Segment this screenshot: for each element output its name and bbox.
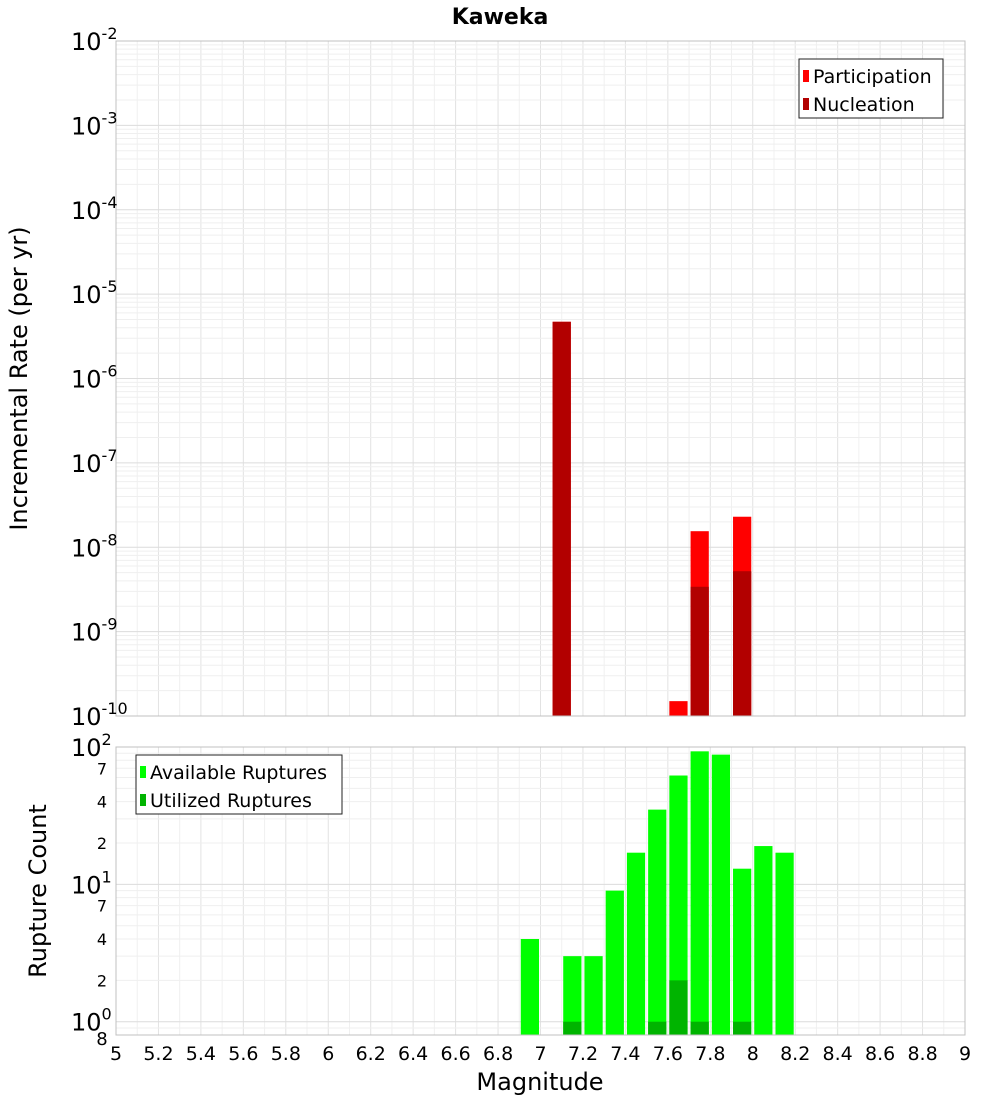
utilized-ruptures-bar [690, 1021, 709, 1035]
utilized-ruptures-bar [733, 1021, 752, 1035]
x-axis-label: Magnitude [476, 1068, 603, 1096]
x-tick-labels: 5 5.2 5.4 5.6 5.8 6 6.2 6.4 6.6 6.8 7 7.2 7.4 7.6 7.8 8… [110, 1043, 971, 1065]
y-minor-tick-label: 4 [97, 793, 107, 812]
x-tick-label: 7.6 [653, 1043, 683, 1065]
x-tick-label: 8.6 [865, 1043, 895, 1065]
bottom-plot-frame [115, 746, 966, 1036]
utilized-ruptures-bar [563, 1021, 582, 1035]
x-tick-label: 5 [110, 1043, 122, 1065]
legend-box [135, 754, 343, 815]
x-tick-label: 5.4 [186, 1043, 216, 1065]
x-tick-label: 5.8 [271, 1043, 301, 1065]
legend-swatch [140, 766, 146, 778]
x-tick-label: 8.8 [907, 1043, 937, 1065]
nucleation-bar [733, 571, 752, 716]
x-tick-label: 7.2 [568, 1043, 598, 1065]
incremental-rate-panel: 10-2 10-3 10-4 10-5 10-6 10-7 10-8 10-9 10-10 In… [5, 24, 966, 731]
top-plot-frame [115, 40, 966, 717]
available-ruptures-bar [690, 751, 709, 1035]
y-minor-tick-label: 2 [97, 971, 107, 990]
y-minor-tick-label: 7 [97, 897, 107, 916]
legend-swatch [803, 70, 809, 82]
y-tick-label: 10-5 [71, 277, 118, 309]
available-ruptures-bar [605, 890, 624, 1035]
y-tick-label: 10-10 [71, 699, 128, 731]
x-tick-label: 5.6 [228, 1043, 258, 1065]
y-tick-label: 10-4 [71, 193, 118, 225]
available-ruptures-bar [733, 868, 752, 1035]
x-tick-label: 7.4 [610, 1043, 640, 1065]
y-tick-label: 101 [71, 867, 112, 899]
y-tick-label: 10-8 [71, 530, 118, 562]
y-tick-label: 102 [71, 730, 112, 762]
y-tick-label: 10-3 [71, 108, 118, 140]
x-tick-label: 6.2 [356, 1043, 386, 1065]
available-ruptures-bar [669, 775, 688, 1035]
available-ruptures-bar [584, 956, 603, 1035]
legend-swatch [140, 794, 146, 806]
x-tick-label: 8 [747, 1043, 759, 1065]
y-tick-label: 10-7 [71, 446, 118, 478]
legend-swatch [803, 98, 809, 110]
chart-title: Kaweka [452, 5, 549, 30]
nucleation-bar [552, 321, 571, 716]
x-tick-label: 6 [322, 1043, 334, 1065]
x-tick-label: 6.8 [483, 1043, 513, 1065]
y-minor-tick-label: 4 [97, 930, 107, 949]
top-y-axis-label: Incremental Rate (per yr) [5, 226, 33, 530]
y-min-tick-label: 8 [96, 1029, 107, 1050]
utilized-ruptures-bar [648, 1021, 667, 1035]
bottom-y-tick-labels: 102 101 100 2 4 7 2 4 7 8 [71, 730, 112, 1050]
bottom-legend: Available Ruptures Utilized Ruptures [135, 754, 343, 815]
top-y-tick-labels: 10-2 10-3 10-4 10-5 10-6 10-7 10-8 10-9 10-10 [71, 24, 128, 731]
available-ruptures-bar [775, 852, 794, 1035]
y-tick-label: 10-9 [71, 615, 118, 647]
bottom-bars [520, 751, 794, 1035]
nucleation-bar [690, 586, 709, 716]
legend-label: Available Ruptures [150, 762, 327, 784]
x-tick-label: 7 [534, 1043, 546, 1065]
available-ruptures-bar [711, 754, 731, 1035]
available-ruptures-bar [626, 852, 646, 1035]
available-ruptures-bar [754, 846, 773, 1035]
top-bars [552, 321, 752, 716]
x-tick-label: 6.4 [398, 1043, 428, 1065]
x-tick-label: 5.2 [143, 1043, 173, 1065]
top-grid [115, 40, 966, 717]
legend-label: Utilized Ruptures [150, 790, 312, 812]
rupture-count-panel: 102 101 100 2 4 7 2 4 7 8 Rupture Count Available… [24, 730, 966, 1050]
x-tick-label: 6.6 [440, 1043, 470, 1065]
legend-label: Participation [813, 66, 932, 88]
available-ruptures-bar [648, 809, 667, 1035]
bottom-y-axis-label: Rupture Count [24, 804, 52, 978]
y-tick-label: 10-2 [71, 24, 118, 56]
available-ruptures-bar [563, 956, 582, 1035]
y-minor-tick-label: 2 [97, 834, 107, 853]
x-tick-label: 8.2 [780, 1043, 810, 1065]
y-tick-label: 100 [71, 1005, 112, 1037]
legend-box [798, 58, 944, 119]
participation-bar [669, 701, 688, 716]
top-legend: Participation Nucleation [798, 58, 944, 119]
available-ruptures-bar [520, 939, 539, 1035]
legend-label: Nucleation [813, 94, 915, 116]
y-minor-tick-label: 7 [97, 759, 107, 778]
utilized-ruptures-bar [669, 980, 688, 1035]
x-tick-label: 7.8 [695, 1043, 725, 1065]
x-tick-label: 8.4 [823, 1043, 853, 1065]
y-tick-label: 10-6 [71, 362, 118, 394]
x-tick-label: 9 [959, 1043, 971, 1065]
